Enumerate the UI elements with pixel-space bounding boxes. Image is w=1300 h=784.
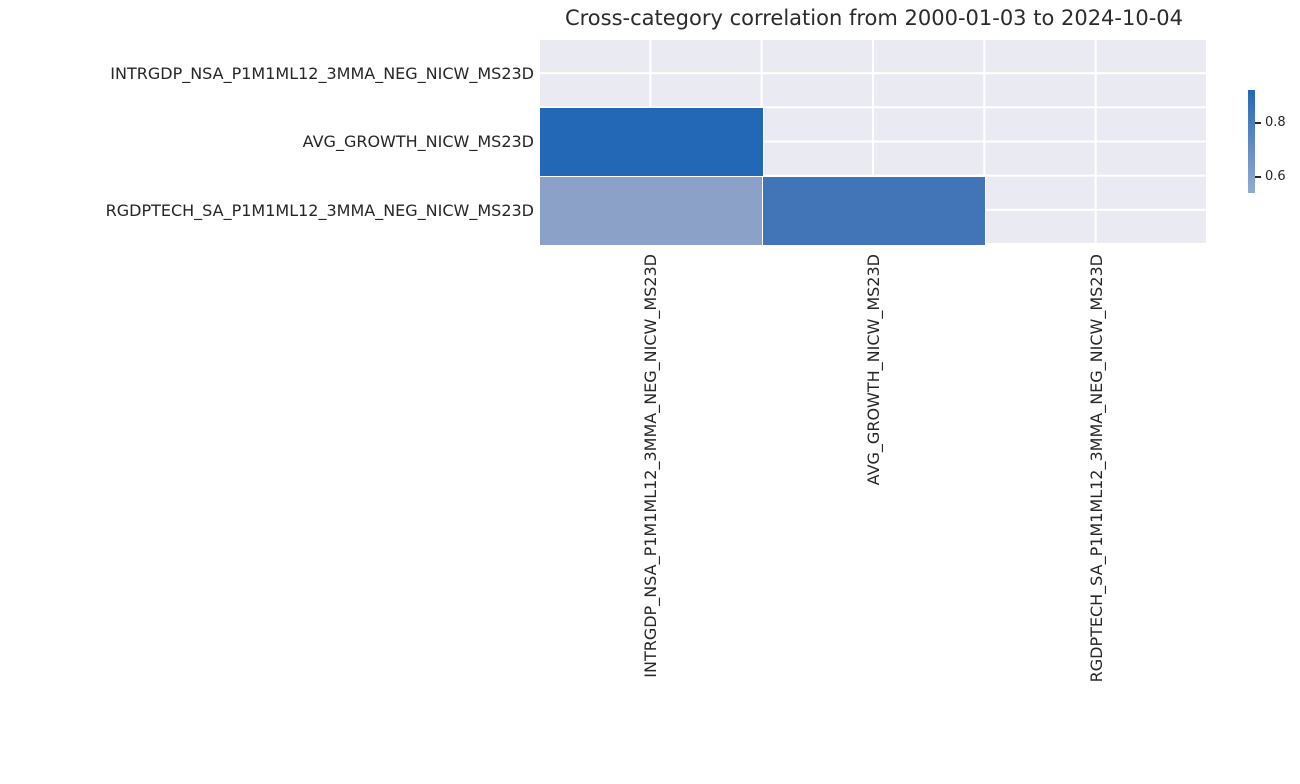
heatmap-cell — [539, 175, 764, 246]
y-tick-label: AVG_GROWTH_NICW_MS23D — [302, 132, 534, 151]
colorbar — [1248, 90, 1255, 193]
x-tick-label: AVG_GROWTH_NICW_MS23D — [864, 254, 883, 486]
heatmap-cell — [539, 107, 764, 178]
y-tick-label: RGDPTECH_SA_P1M1ML12_3MMA_NEG_NICW_MS23D — [105, 201, 534, 220]
chart-title: Cross-category correlation from 2000-01-… — [564, 6, 1184, 30]
heatmap-cell — [761, 175, 987, 246]
x-tick-label: RGDPTECH_SA_P1M1ML12_3MMA_NEG_NICW_MS23D — [1087, 254, 1106, 683]
heatmap-grid — [539, 40, 1208, 246]
colorbar-tick — [1255, 175, 1261, 178]
colorbar-tick-label: 0.6 — [1265, 168, 1286, 184]
colorbar-tick — [1255, 121, 1261, 124]
x-tick-label: INTRGDP_NSA_P1M1ML12_3MMA_NEG_NICW_MS23D — [641, 254, 660, 678]
colorbar-tick-label: 0.8 — [1265, 114, 1286, 130]
y-tick-label: INTRGDP_NSA_P1M1ML12_3MMA_NEG_NICW_MS23D — [110, 64, 534, 83]
